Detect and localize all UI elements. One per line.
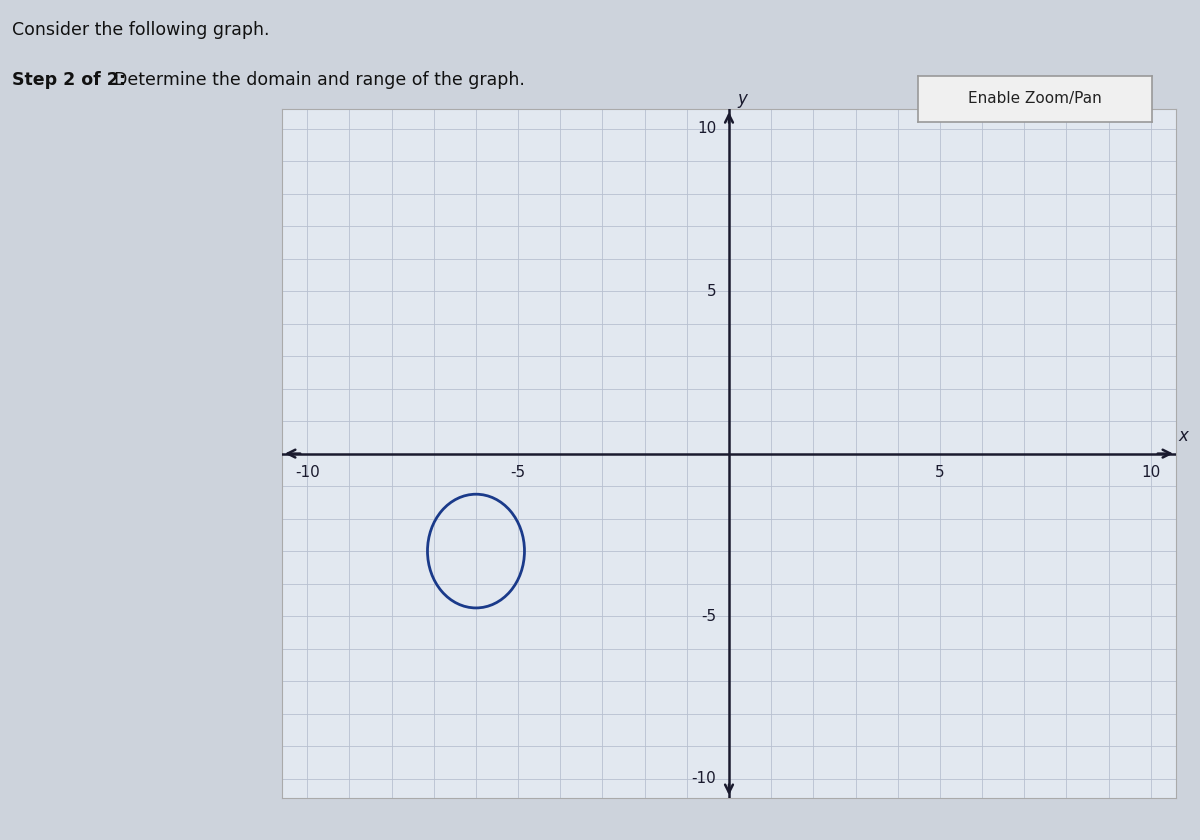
Text: -5: -5 [510,465,526,480]
Text: Determine the domain and range of the graph.: Determine the domain and range of the gr… [114,71,524,89]
Text: 5: 5 [935,465,944,480]
Text: -10: -10 [295,465,319,480]
Text: -10: -10 [691,771,716,786]
Text: x: x [1178,428,1188,445]
Text: y: y [738,90,748,108]
Text: -5: -5 [701,608,716,623]
Text: 10: 10 [697,121,716,136]
Text: 10: 10 [1141,465,1160,480]
Text: Enable Zoom/Pan: Enable Zoom/Pan [968,92,1102,106]
Text: Consider the following graph.: Consider the following graph. [12,21,270,39]
Text: 5: 5 [707,284,716,299]
Text: Step 2 of 2:: Step 2 of 2: [12,71,126,89]
